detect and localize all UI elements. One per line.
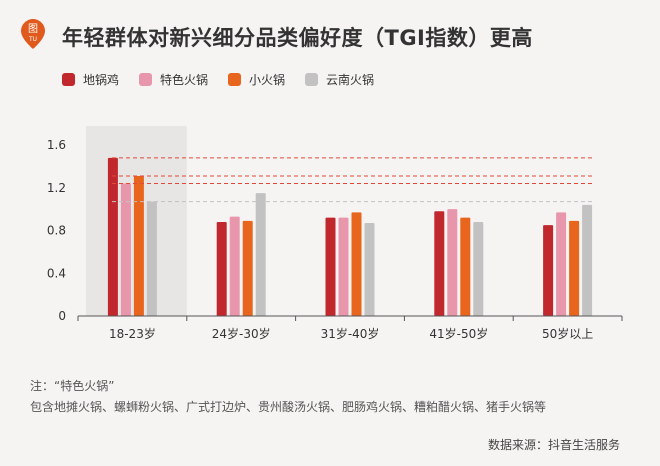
legend-label: 地锅鸡	[83, 73, 120, 87]
y-tick-label: 0.4	[47, 266, 66, 280]
x-tick-label: 31岁-40岁	[321, 326, 380, 341]
bar	[556, 212, 567, 316]
logo-text-bottom: TU	[28, 36, 37, 43]
y-tick-label: 0	[58, 309, 66, 323]
note-line-1: 注：“特色火锅”	[30, 379, 115, 393]
x-tick-label: 24岁-30岁	[212, 326, 271, 341]
legend-swatch	[305, 73, 319, 86]
bar	[460, 217, 471, 316]
x-tick-label: 18-23岁	[109, 326, 156, 341]
y-tick-label: 1.2	[47, 181, 66, 195]
data-source: 数据来源：抖音生活服务	[487, 438, 620, 452]
bar	[120, 183, 131, 316]
bar	[107, 157, 118, 316]
bar	[255, 193, 266, 316]
bar	[325, 217, 336, 316]
page-title: 年轻群体对新兴细分品类偏好度（TGI指数）更高	[62, 26, 533, 50]
bar	[229, 216, 240, 316]
bar	[473, 221, 484, 316]
legend-item: 云南火锅	[305, 71, 374, 88]
x-tick-label: 50岁以上	[542, 326, 593, 341]
bar	[447, 209, 458, 316]
bar	[364, 223, 375, 316]
bar	[351, 212, 362, 316]
legend-swatch	[228, 73, 242, 86]
y-tick-label: 1.6	[47, 138, 66, 152]
bar	[133, 175, 144, 316]
legend-item: 小火锅	[228, 71, 285, 88]
logo-icon: 图 TU	[21, 19, 45, 49]
legend-item: 特色火锅	[139, 71, 208, 88]
legend-swatch	[62, 73, 75, 86]
bar	[216, 221, 227, 316]
bar	[338, 217, 349, 316]
bar	[434, 211, 445, 316]
logo-text-top: 图	[28, 23, 38, 35]
legend-label: 小火锅	[249, 73, 286, 87]
x-tick-label: 41岁-50岁	[429, 326, 488, 341]
bar	[146, 201, 157, 316]
legend-label: 云南火锅	[326, 73, 375, 87]
note-line-2: 包含地摊火锅、螺蛳粉火锅、广式打边炉、贵州酸汤火锅、肥肠鸡火锅、糟粕醋火锅、猪手…	[30, 400, 547, 414]
y-tick-label: 0.8	[47, 224, 66, 238]
bar-chart: 0 0.4 0.8 1.2 1.6 18-23岁 24岁-30岁 31岁-40岁 41岁-50岁…	[47, 126, 623, 341]
chart-legend: 地锅鸡 特色火锅 小火锅 云南火锅	[62, 71, 394, 88]
legend-swatch	[139, 73, 153, 86]
bar	[543, 225, 554, 316]
bar	[242, 220, 253, 316]
legend-label: 特色火锅	[160, 73, 209, 87]
legend-item: 地锅鸡	[62, 71, 119, 88]
bar	[569, 220, 580, 316]
bar	[582, 204, 593, 316]
